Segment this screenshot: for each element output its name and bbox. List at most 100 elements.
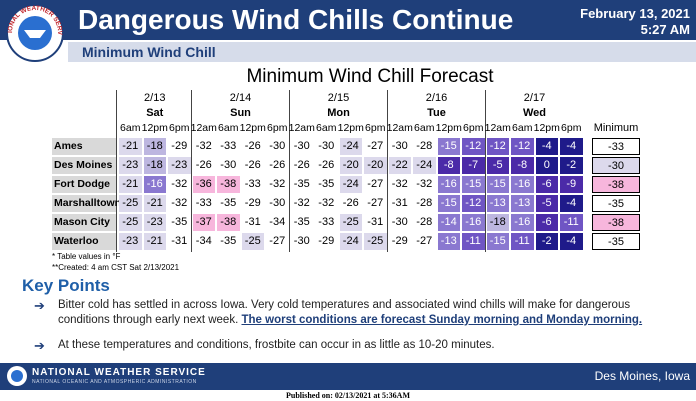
time-header: 6am xyxy=(512,122,533,134)
wind-chill-cell: -34 xyxy=(266,214,289,231)
logo: NATIONAL WEATHER SERVICE xyxy=(2,0,64,62)
wind-chill-cell: -12 xyxy=(462,195,485,212)
wind-chill-cell: -16 xyxy=(511,176,534,193)
wind-chill-cell: -28 xyxy=(413,138,436,155)
wind-chill-cell: -8 xyxy=(511,157,534,174)
time-header: 12pm xyxy=(533,122,560,134)
wind-chill-cell: -20 xyxy=(339,157,362,174)
time-header: 6pm xyxy=(561,122,582,134)
wind-chill-cell: -35 xyxy=(290,214,313,231)
wind-chill-cell: -12 xyxy=(511,138,534,155)
minimum-cell: -33 xyxy=(592,138,640,155)
wind-chill-cell: -2 xyxy=(535,233,558,250)
wind-chill-cell: -32 xyxy=(192,138,215,155)
day-separator xyxy=(288,90,290,252)
minimum-cell: -38 xyxy=(592,214,640,231)
wind-chill-cell: -15 xyxy=(462,176,485,193)
wind-chill-cell: -34 xyxy=(192,233,215,250)
wind-chill-cell: -30 xyxy=(266,138,289,155)
wind-chill-cell: -21 xyxy=(143,233,166,250)
date-header: 2/14 xyxy=(229,92,252,104)
wind-chill-cell: -28 xyxy=(413,195,436,212)
wind-chill-cell: -26 xyxy=(315,157,338,174)
wind-chill-cell: -15 xyxy=(437,138,460,155)
date: February 13, 2021 xyxy=(580,6,690,21)
wind-chill-cell: -33 xyxy=(192,195,215,212)
time-header: 6pm xyxy=(365,122,386,134)
wind-chill-cell: -15 xyxy=(486,176,509,193)
wind-chill-cell: -11 xyxy=(560,214,583,231)
title: Dangerous Wind Chills Continue xyxy=(78,4,514,35)
wind-chill-cell: -11 xyxy=(511,233,534,250)
wind-chill-cell: -33 xyxy=(217,138,240,155)
wind-chill-cell: -32 xyxy=(413,176,436,193)
wind-chill-cell: -9 xyxy=(560,176,583,193)
wind-chill-cell: -13 xyxy=(437,233,460,250)
wind-chill-cell: -2 xyxy=(560,157,583,174)
wind-chill-cell: -31 xyxy=(168,233,191,250)
minimum-cell: -35 xyxy=(592,233,640,250)
wind-chill-cell: -35 xyxy=(315,176,338,193)
wind-chill-cell: -38 xyxy=(217,214,240,231)
wind-chill-cell: -30 xyxy=(290,233,313,250)
wind-chill-cell: -26 xyxy=(241,157,264,174)
day-header: Sun xyxy=(230,107,251,119)
wind-chill-cell: -31 xyxy=(388,195,411,212)
wind-chill-cell: -26 xyxy=(192,157,215,174)
wind-chill-cell: -29 xyxy=(241,195,264,212)
minimum-cell: -35 xyxy=(592,195,640,212)
wind-chill-cell: -23 xyxy=(119,157,142,174)
wind-chill-cell: -35 xyxy=(217,233,240,250)
wind-chill-cell: -25 xyxy=(119,195,142,212)
wind-chill-cell: -27 xyxy=(413,233,436,250)
wind-chill-cell: -38 xyxy=(217,176,240,193)
footer-office: Des Moines, Iowa xyxy=(594,369,690,383)
wind-chill-cell: -6 xyxy=(535,214,558,231)
date-header: 2/15 xyxy=(327,92,350,104)
wind-chill-cell: -27 xyxy=(364,138,387,155)
time-header: 12pm xyxy=(435,122,462,134)
city: Mason City xyxy=(52,214,116,231)
key-point-emphasis: The worst conditions are forecast Sunday… xyxy=(241,314,643,326)
subtitle: Minimum Wind Chill xyxy=(82,44,216,60)
wind-chill-cell: -32 xyxy=(315,195,338,212)
time-header: 12am xyxy=(288,122,315,134)
time-header: 6pm xyxy=(169,122,190,134)
wind-chill-cell: -7 xyxy=(462,157,485,174)
subtitle-band xyxy=(68,42,696,62)
time-header: 6am xyxy=(218,122,239,134)
wind-chill-cell: -23 xyxy=(119,233,142,250)
wind-chill-cell: -32 xyxy=(290,195,313,212)
wind-chill-cell: -30 xyxy=(388,214,411,231)
wind-chill-cell: -31 xyxy=(241,214,264,231)
wind-chill-cell: -24 xyxy=(413,157,436,174)
key-points-title: Key Points xyxy=(22,276,110,295)
wind-chill-cell: -32 xyxy=(168,176,191,193)
minimum-cell: -30 xyxy=(592,157,640,174)
arrow: ➔ xyxy=(34,298,45,313)
note: **Created: 4 am CST Sat 2/13/2021 xyxy=(52,263,180,272)
time-header: 12am xyxy=(386,122,413,134)
wind-chill-cell: -35 xyxy=(290,176,313,193)
wind-chill-cell: -16 xyxy=(143,176,166,193)
minimum-cell: -38 xyxy=(592,176,640,193)
footer-sub: NATIONAL OCEANIC AND ATMOSPHERIC ADMINIS… xyxy=(32,379,197,385)
wind-chill-cell: -30 xyxy=(266,195,289,212)
city: Fort Dodge xyxy=(52,176,116,193)
wind-chill-cell: -24 xyxy=(339,176,362,193)
wind-chill-cell: -13 xyxy=(486,195,509,212)
wind-chill-cell: -32 xyxy=(388,176,411,193)
wind-chill-cell: -25 xyxy=(241,233,264,250)
wind-chill-cell: -16 xyxy=(462,214,485,231)
key-point: At these temperatures and conditions, fr… xyxy=(58,339,495,351)
city: Des Moines xyxy=(52,157,116,174)
city: Ames xyxy=(52,138,116,155)
time-header: 6am xyxy=(316,122,337,134)
min-header: Minimum xyxy=(593,122,639,134)
wind-chill-cell: -25 xyxy=(339,214,362,231)
time-header: 6am xyxy=(414,122,435,134)
wind-chill-cell: -33 xyxy=(241,176,264,193)
wind-chill-cell: -22 xyxy=(388,157,411,174)
wind-chill-cell: -12 xyxy=(486,138,509,155)
